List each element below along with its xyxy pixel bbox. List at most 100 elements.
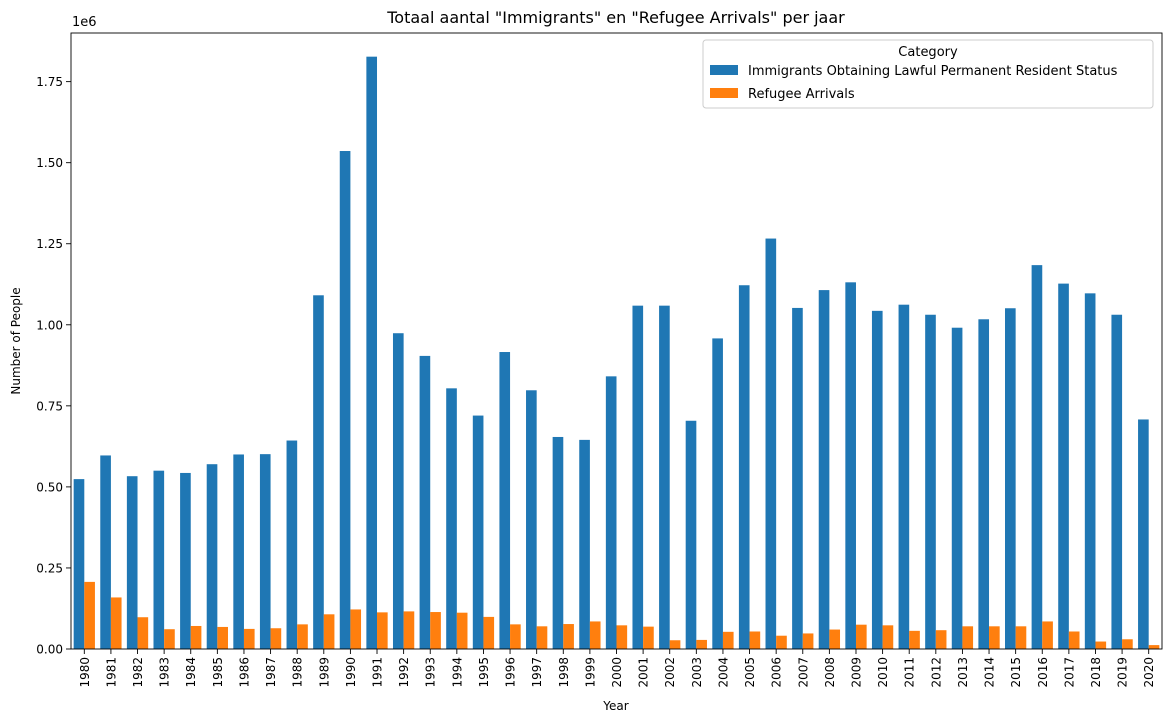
bar-refugees-1990 xyxy=(350,609,362,649)
bar-refugees-2004 xyxy=(722,631,734,649)
bar-immigrants-2019 xyxy=(1111,314,1123,649)
x-tick-label: 1990 xyxy=(344,657,358,688)
bar-refugees-2015 xyxy=(1015,626,1027,649)
bar-refugees-2013 xyxy=(962,626,974,649)
bar-immigrants-2009 xyxy=(845,282,856,649)
legend-label-refugees: Refugee Arrivals xyxy=(748,87,855,102)
x-tick-label: 1993 xyxy=(424,657,438,688)
bar-immigrants-1989 xyxy=(313,295,324,649)
bar-immigrants-2011 xyxy=(898,304,910,649)
bar-refugees-1996 xyxy=(510,624,521,649)
x-tick-label: 2020 xyxy=(1142,657,1156,688)
bar-refugees-2012 xyxy=(935,630,947,649)
x-tick-label: 2014 xyxy=(983,657,997,688)
x-tick-label: 1981 xyxy=(104,657,118,688)
bar-refugees-1981 xyxy=(110,597,122,649)
x-tick-label: 1980 xyxy=(78,657,92,688)
bar-immigrants-2006 xyxy=(765,238,777,650)
x-tick-label: 1988 xyxy=(291,657,305,688)
bar-immigrants-1996 xyxy=(499,352,511,649)
bar-immigrants-2008 xyxy=(818,290,830,649)
bar-refugees-1988 xyxy=(297,624,308,649)
bar-refugees-1986 xyxy=(243,628,255,649)
x-tick-label: 1983 xyxy=(158,657,172,688)
bar-immigrants-1998 xyxy=(552,436,564,649)
y-tick-label: 0.75 xyxy=(36,399,63,413)
bar-refugees-2009 xyxy=(855,624,867,649)
bar-immigrants-1988 xyxy=(286,440,298,649)
bar-immigrants-1983 xyxy=(153,470,165,649)
x-tick-label: 2013 xyxy=(956,657,970,688)
x-tick-label: 1997 xyxy=(530,657,544,688)
y-axis-label: Number of People xyxy=(9,287,23,394)
bar-immigrants-1994 xyxy=(446,388,457,649)
bar-refugees-1993 xyxy=(430,612,441,649)
bars-group xyxy=(73,56,1160,650)
bar-refugees-2010 xyxy=(882,625,894,649)
bar-immigrants-1982 xyxy=(126,476,138,649)
bar-refugees-2002 xyxy=(669,640,681,649)
bar-immigrants-2013 xyxy=(951,327,963,649)
x-tick-label: 2000 xyxy=(610,657,624,688)
bar-refugees-2007 xyxy=(802,633,814,649)
x-tick-label: 2006 xyxy=(770,657,784,688)
bar-refugees-2001 xyxy=(643,626,654,649)
bar-immigrants-1990 xyxy=(339,151,351,649)
x-tick-label: 2018 xyxy=(1089,657,1103,688)
x-tick-label: 2011 xyxy=(903,657,917,688)
bar-immigrants-1981 xyxy=(100,455,111,649)
bar-immigrants-1986 xyxy=(233,454,244,649)
bar-refugees-1997 xyxy=(536,626,548,649)
legend-swatch-immigrants xyxy=(710,65,738,75)
x-tick-label: 2017 xyxy=(1062,657,1076,688)
bar-refugees-2014 xyxy=(989,626,1000,649)
x-tick-label: 1995 xyxy=(477,657,491,688)
bar-immigrants-1984 xyxy=(180,472,191,649)
x-tick-label: 2005 xyxy=(743,657,757,688)
bar-immigrants-1992 xyxy=(392,333,404,649)
y-tick-label: 1.00 xyxy=(36,318,63,332)
y-axis: 0.00 0.25 0.50 0.75 1.00 1.25 1.50 1.75 xyxy=(36,75,71,657)
x-tick-label: 1989 xyxy=(317,657,331,688)
legend-title: Category xyxy=(898,45,958,60)
bar-refugees-1989 xyxy=(323,614,335,649)
x-tick-label: 1996 xyxy=(504,657,518,688)
bar-immigrants-2003 xyxy=(685,420,697,649)
bar-refugees-2005 xyxy=(749,631,761,649)
bar-immigrants-2005 xyxy=(738,285,750,649)
bar-refugees-2000 xyxy=(616,625,628,649)
x-tick-label: 1984 xyxy=(184,657,198,688)
bar-immigrants-2017 xyxy=(1058,283,1069,649)
bar-refugees-2016 xyxy=(1042,621,1053,649)
bar-immigrants-1995 xyxy=(472,415,484,649)
bar-immigrants-1985 xyxy=(206,464,218,649)
x-tick-label: 1986 xyxy=(237,657,251,688)
x-tick-label: 1992 xyxy=(397,657,411,688)
x-tick-label: 2001 xyxy=(637,657,651,688)
bar-refugees-2006 xyxy=(776,635,787,649)
bar-immigrants-2016 xyxy=(1031,265,1043,649)
bar-refugees-2020 xyxy=(1148,645,1160,649)
x-tick-label: 2015 xyxy=(1009,657,1023,688)
x-tick-label: 2007 xyxy=(796,657,810,688)
x-tick-label: 1987 xyxy=(264,657,278,688)
bar-refugees-2011 xyxy=(909,630,920,649)
bar-refugees-1980 xyxy=(84,581,95,649)
x-axis: 1980 1981 1982 1983 1984 1985 1986 1987 1988 1989… xyxy=(78,649,1156,688)
bar-immigrants-2007 xyxy=(792,307,803,649)
bar-immigrants-1980 xyxy=(73,479,85,649)
legend: Category Immigrants Obtaining Lawful Per… xyxy=(702,39,1154,109)
y-tick-label: 0.00 xyxy=(36,643,63,657)
bar-immigrants-2002 xyxy=(659,305,670,649)
x-tick-label: 2003 xyxy=(690,657,704,688)
chart-title: Totaal aantal "Immigrants" en "Refugee A… xyxy=(386,8,845,27)
x-tick-label: 2012 xyxy=(929,657,943,688)
bar-immigrants-2010 xyxy=(871,310,883,649)
bar-immigrants-1993 xyxy=(419,355,431,649)
bar-refugees-1991 xyxy=(377,612,388,649)
bar-refugees-1987 xyxy=(270,628,282,649)
bar-immigrants-2018 xyxy=(1084,293,1096,649)
bar-immigrants-2004 xyxy=(712,338,723,649)
bar-refugees-1983 xyxy=(164,629,175,649)
y-axis-scale-label: 1e6 xyxy=(72,15,97,30)
